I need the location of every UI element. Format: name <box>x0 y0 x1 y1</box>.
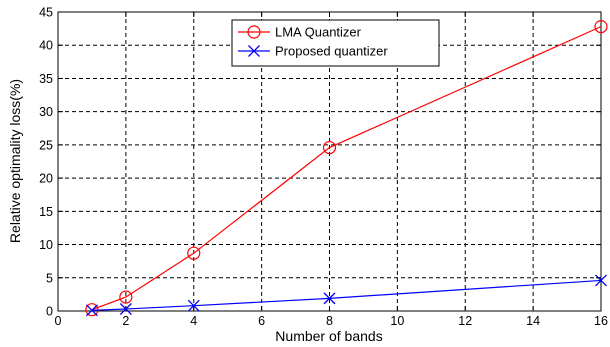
x-tick-label: 6 <box>258 314 265 328</box>
x-axis-title: Number of bands <box>275 328 382 344</box>
x-tick-label: 0 <box>55 314 62 328</box>
legend-label: Proposed quantizer <box>275 44 388 59</box>
legend-marker <box>248 45 260 57</box>
legend-marker <box>247 25 261 39</box>
y-tick-label: 20 <box>39 172 53 186</box>
x-tick-label: 4 <box>190 314 197 328</box>
x-tick-label: 8 <box>326 314 333 328</box>
series-line <box>91 26 602 311</box>
axis-ticks: 0 2 4 6 8 10 12 14 16 0 5 10 15 20 25 30 35 40 45 <box>39 6 608 329</box>
y-tick-label: 30 <box>39 105 53 119</box>
data-point-marker <box>322 140 337 155</box>
y-tick-label: 15 <box>39 205 53 219</box>
x-tick-label: 14 <box>526 314 540 328</box>
series-proposed-quantizer <box>85 274 607 317</box>
x-tick-label: 10 <box>390 314 404 328</box>
y-tick-label: 40 <box>39 39 53 53</box>
data-point-marker <box>85 304 98 317</box>
y-tick-label: 5 <box>46 271 53 285</box>
y-axis-title: Relative optimality loss(%) <box>7 79 23 243</box>
y-tick-label: 25 <box>39 138 53 152</box>
x-tick-label: 2 <box>122 314 129 328</box>
data-point-marker <box>119 290 133 304</box>
series-lma-quantizer <box>85 20 608 317</box>
y-tick-label: 45 <box>39 6 53 20</box>
data-point-marker <box>594 20 608 34</box>
legend: LMA Quantizer Proposed quantizer <box>231 19 440 67</box>
legend-item: LMA Quantizer <box>238 25 362 40</box>
legend-box <box>231 19 440 67</box>
legend-label: LMA Quantizer <box>275 25 362 40</box>
series-layer <box>85 20 608 317</box>
data-point-marker <box>595 274 607 287</box>
y-tick-label: 0 <box>46 305 53 319</box>
y-tick-label: 35 <box>39 72 53 86</box>
data-point-marker <box>187 299 200 312</box>
data-point-marker <box>187 246 201 260</box>
x-tick-label: 12 <box>458 314 472 328</box>
y-tick-label: 10 <box>39 238 53 252</box>
legend-item: Proposed quantizer <box>238 44 388 59</box>
x-tick-label: 16 <box>594 314 608 328</box>
data-point-marker <box>119 303 132 315</box>
data-point-marker <box>323 292 336 305</box>
